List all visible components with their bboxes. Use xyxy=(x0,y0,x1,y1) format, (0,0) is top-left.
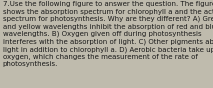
Text: 7.Use the following figure to answer the question. The figure
shows the absorpti: 7.Use the following figure to answer the… xyxy=(3,1,213,67)
